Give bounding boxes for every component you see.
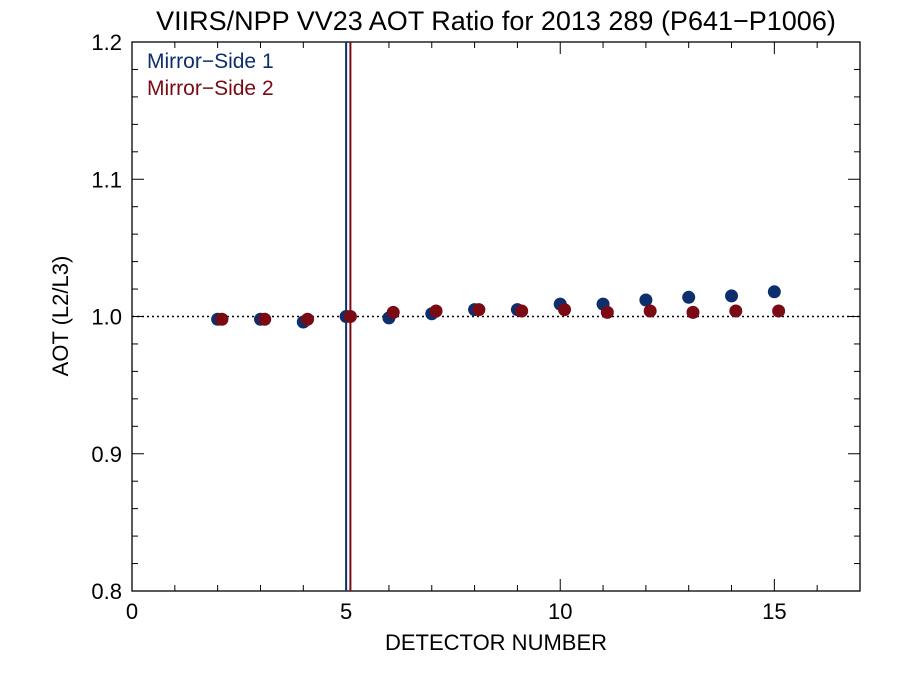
data-point-series-2 — [215, 312, 229, 326]
data-point-series-2 — [686, 305, 700, 319]
data-point-series-2 — [558, 303, 572, 317]
y-tick-label: 1.1 — [91, 167, 122, 192]
data-point-series-2 — [472, 303, 486, 317]
y-axis-title: AOT (L2/L3) — [48, 256, 73, 377]
x-tick-label: 10 — [548, 599, 572, 624]
legend-label-series-2: Mirror−Side 2 — [147, 77, 274, 100]
y-tick-label: 0.8 — [91, 579, 122, 604]
x-tick-label: 15 — [762, 599, 786, 624]
data-point-series-2 — [343, 310, 357, 323]
plot-area: 0 5 10 15 0.8 0.9 1.0 1.1 1.2 — [91, 30, 861, 624]
data-point-series-1 — [767, 285, 781, 299]
data-point-series-2 — [729, 304, 743, 318]
data-point-series-2 — [301, 312, 315, 326]
data-point-series-2 — [429, 304, 443, 318]
y-tick-label: 1.2 — [91, 30, 122, 55]
legend-label-series-1: Mirror−Side 1 — [147, 50, 274, 73]
chart-title: VIIRS/NPP VV23 AOT Ratio for 2013 289 (P… — [156, 6, 836, 36]
data-point-series-2 — [386, 305, 400, 319]
plot-frame — [131, 41, 861, 592]
data-point-series-1 — [682, 290, 696, 304]
data-point-series-2 — [772, 304, 786, 318]
data-point-series-1 — [725, 289, 739, 303]
x-tick-label: 5 — [340, 599, 352, 624]
data-point-series-2 — [643, 304, 657, 318]
data-point-series-2 — [515, 304, 529, 318]
x-tick-label: 0 — [126, 599, 138, 624]
x-axis-title: DETECTOR NUMBER — [385, 630, 607, 655]
legend: Mirror−Side 1 Mirror−Side 2 — [147, 50, 274, 100]
y-tick-label: 0.9 — [91, 442, 122, 467]
data-point-series-2 — [258, 312, 272, 326]
y-tick-label: 1.0 — [91, 305, 122, 330]
data-point-series-1 — [639, 293, 653, 307]
data-point-series-2 — [600, 305, 614, 319]
